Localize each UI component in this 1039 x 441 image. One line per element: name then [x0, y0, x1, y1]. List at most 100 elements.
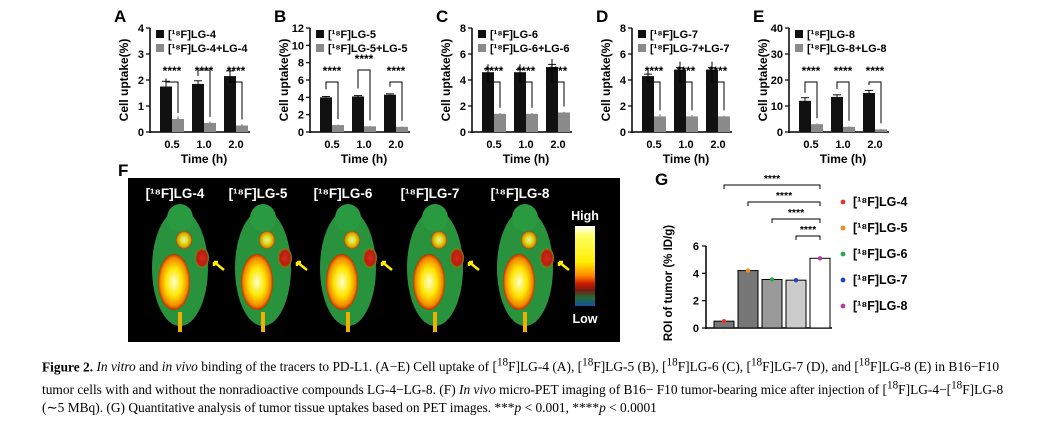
- legend-dot: [840, 251, 846, 257]
- bar-tracer: [352, 96, 364, 132]
- y-tick-label: 0: [298, 127, 304, 139]
- bar-tracer: [482, 72, 494, 132]
- roi-panel: G ROI of tumor (% ID/g) 0 2 4 6 **** **** **** **…: [655, 170, 908, 341]
- thorax-signal: [431, 231, 447, 249]
- liver-signal: [158, 254, 190, 310]
- x-tick-label: 2.0: [388, 139, 403, 151]
- significance-label: ****: [802, 64, 821, 78]
- bar-tracer: [674, 69, 686, 132]
- mouse-image: [320, 204, 393, 332]
- significance-bracket: [679, 61, 693, 111]
- significance-label: ****: [788, 207, 805, 219]
- x-tick-label: 0.5: [803, 139, 818, 151]
- legend-label-tracer: [¹⁸F]LG-6: [490, 29, 538, 41]
- significance-label: ****: [677, 64, 696, 78]
- legend-label-tracer: [¹⁸F]LG-8: [807, 29, 855, 41]
- tumor-signal: [195, 248, 209, 268]
- x-tick-label: 2.0: [550, 139, 565, 151]
- tumor-arrow-icon: [295, 260, 308, 271]
- bar-blocked: [843, 126, 855, 132]
- mouse-head: [167, 204, 193, 232]
- liver-signal: [326, 254, 358, 310]
- bar-tracer: [160, 86, 172, 132]
- tumor-arrow-icon: [380, 260, 393, 271]
- bar-tracer: [831, 96, 843, 132]
- y-tick-label: 0: [138, 127, 144, 139]
- panel-e: E Cell uptake(%) 0 10 20 30 40 [¹⁸F]LG-8 [¹⁸F]LG…: [753, 7, 889, 166]
- significance-label: ****: [645, 64, 664, 78]
- legend-swatch-blocked: [638, 44, 646, 52]
- y-axis-label: Cell uptake(%): [439, 39, 453, 122]
- x-tick-label: 2.0: [710, 139, 725, 151]
- significance-label: ****: [387, 64, 406, 78]
- caption-label: Figure 2.: [42, 359, 94, 375]
- legend-label: [¹⁸F]LG-5: [853, 221, 908, 235]
- significance-bracket: [389, 81, 403, 121]
- thorax-signal: [176, 231, 192, 249]
- significance-label: ****: [485, 64, 504, 78]
- legend-label: [¹⁸F]LG-4: [853, 195, 908, 209]
- legend-swatch-tracer: [795, 30, 803, 38]
- panel-d: D Cell uptake(%) 0 2 4 6 8 [¹⁸F]LG-7 [¹⁸F]LG-7+L…: [596, 7, 732, 166]
- bar-tracer: [546, 67, 558, 132]
- x-axis-label: Time (h): [181, 152, 227, 166]
- y-tick-label: 12: [292, 23, 304, 35]
- bar-blocked: [558, 112, 570, 132]
- legend-label-tracer: [¹⁸F]LG-4: [168, 29, 217, 41]
- significance-bracket: [868, 81, 882, 124]
- bar-tracer: [799, 100, 811, 132]
- thorax-signal: [259, 231, 275, 249]
- liver-signal: [413, 254, 445, 310]
- legend-label-blocked: [¹⁸F]LG-5+LG-5: [328, 43, 407, 55]
- x-tick-label: 1.0: [678, 139, 693, 151]
- bar-blocked: [332, 125, 344, 132]
- y-axis-label: ROI of tumor (% ID/g): [663, 225, 675, 341]
- bar-blocked: [204, 122, 216, 132]
- tumor-arrow-icon: [212, 260, 225, 271]
- y-tick-label: 0: [460, 127, 466, 139]
- legend-label-tracer: [¹⁸F]LG-5: [328, 29, 376, 41]
- roi-data-point: [793, 277, 799, 283]
- mouse-head: [422, 204, 448, 232]
- color-scale-bar: [575, 226, 595, 306]
- significance-bracket: [711, 61, 725, 111]
- legend-dot: [840, 303, 846, 309]
- thorax-signal: [521, 231, 537, 249]
- thorax-signal: [344, 231, 360, 249]
- bar-blocked: [718, 116, 730, 132]
- bar-blocked: [494, 113, 506, 132]
- bar-tracer: [514, 72, 526, 132]
- x-tick-label: 2.0: [867, 139, 882, 151]
- y-axis-label: Cell uptake(%): [756, 39, 770, 122]
- y-tick-label: 4: [298, 92, 305, 104]
- legend-swatch-tracer: [638, 30, 646, 38]
- roi-bar: [809, 257, 831, 329]
- panel-letter: A: [114, 7, 126, 26]
- legend-label-blocked: [¹⁸F]LG-8+LG-8: [807, 43, 886, 55]
- significance-bracket: [519, 64, 533, 108]
- bar-blocked: [396, 126, 408, 132]
- legend-dot: [840, 277, 846, 283]
- mouse-head: [335, 204, 361, 232]
- legend-swatch-tracer: [478, 30, 486, 38]
- significance-bracket: [551, 59, 565, 107]
- legend-label: [¹⁸F]LG-6: [853, 247, 908, 261]
- x-tick-label: 0.5: [646, 139, 661, 151]
- significance-label: ****: [549, 64, 568, 78]
- y-tick-label: 6: [460, 49, 466, 61]
- y-tick-label: 0: [693, 323, 699, 335]
- roi-bar: [761, 278, 783, 329]
- roi-bar: [785, 279, 807, 329]
- y-tick-label: 10: [771, 101, 783, 113]
- bar-tracer: [706, 69, 718, 132]
- panel-b: B Cell uptake(%) 0 2 4 6 8 10 12 [¹⁸F]LG-5 [¹⁸F]LG…: [274, 7, 410, 166]
- panel-a: A Cell uptake(%) 0 1 2 3 4 [¹⁸F]LG-4 [¹⁸F]LG-4+L…: [114, 7, 250, 166]
- significance-bracket: [804, 81, 818, 119]
- caption-text: In vitro and in vivo binding of the trac…: [42, 357, 1004, 415]
- roi-data-point: [769, 277, 775, 282]
- y-tick-label: 6: [620, 49, 626, 61]
- bar-tracer: [320, 97, 332, 132]
- tumor-signal: [540, 248, 554, 268]
- figure-caption: Figure 2. In vitro and in vivo binding o…: [42, 354, 1017, 417]
